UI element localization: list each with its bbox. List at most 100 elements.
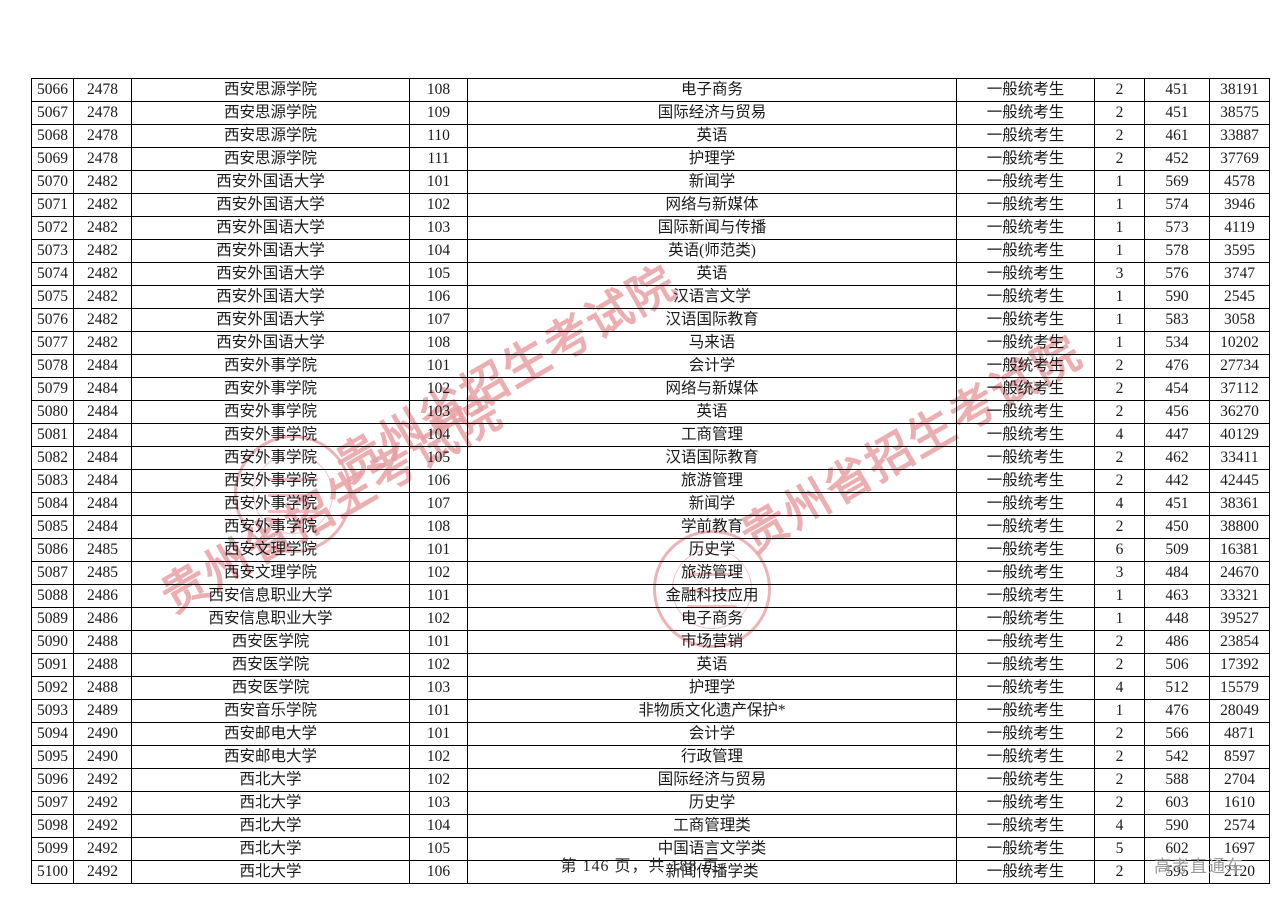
cell-score: 484: [1144, 561, 1210, 585]
cell-major: 新闻学: [467, 492, 957, 516]
cell-plan: 6: [1094, 538, 1145, 562]
cell-major-no: 104: [409, 239, 468, 263]
cell-score: 569: [1144, 170, 1210, 194]
cell-school: 西安外事学院: [131, 423, 410, 447]
cell-plan: 2: [1094, 469, 1145, 493]
cell-score: 590: [1144, 814, 1210, 838]
cell-rank: 23854: [1209, 630, 1270, 654]
cell-rank: 4871: [1209, 722, 1270, 746]
cell-type: 一般统考生: [956, 193, 1095, 217]
cell-code: 2478: [73, 147, 132, 171]
cell-rank: 2545: [1209, 285, 1270, 309]
cell-plan: 4: [1094, 423, 1145, 447]
cell-score: 461: [1144, 124, 1210, 148]
cell-score: 442: [1144, 469, 1210, 493]
cell-seq: 5071: [31, 193, 74, 217]
cell-plan: 2: [1094, 630, 1145, 654]
cell-major-no: 104: [409, 814, 468, 838]
table-row: 5069 2478 西安思源学院 111 护理学 一般统考生 2 452 37769: [31, 147, 1270, 171]
cell-type: 一般统考生: [956, 469, 1095, 493]
cell-score: 463: [1144, 584, 1210, 608]
cell-major-no: 102: [409, 768, 468, 792]
cell-rank: 2574: [1209, 814, 1270, 838]
cell-seq: 5084: [31, 492, 74, 516]
cell-rank: 17392: [1209, 653, 1270, 677]
cell-major: 新闻传播学类: [467, 860, 957, 884]
cell-major-no: 110: [409, 124, 468, 148]
cell-plan: 2: [1094, 653, 1145, 677]
cell-major: 工商管理: [467, 423, 957, 447]
table-row: 5077 2482 西安外国语大学 108 马来语 一般统考生 1 534 10202: [31, 331, 1270, 355]
cell-code: 2488: [73, 653, 132, 677]
cell-major-no: 102: [409, 745, 468, 769]
table-row: 5098 2492 西北大学 104 工商管理类 一般统考生 4 590 2574: [31, 814, 1270, 838]
cell-school: 西安思源学院: [131, 147, 410, 171]
cell-seq: 5100: [31, 860, 74, 884]
cell-score: 603: [1144, 791, 1210, 815]
cell-code: 2484: [73, 469, 132, 493]
cell-rank: 42445: [1209, 469, 1270, 493]
cell-major: 会计学: [467, 722, 957, 746]
cell-type: 一般统考生: [956, 216, 1095, 240]
cell-code: 2482: [73, 308, 132, 332]
cell-plan: 1: [1094, 170, 1145, 194]
cell-type: 一般统考生: [956, 814, 1095, 838]
cell-rank: 37112: [1209, 377, 1270, 401]
table-row: 5081 2484 西安外事学院 104 工商管理 一般统考生 4 447 40129: [31, 423, 1270, 447]
cell-code: 2482: [73, 262, 132, 286]
cell-school: 西安外国语大学: [131, 331, 410, 355]
cell-school: 西安外国语大学: [131, 262, 410, 286]
cell-type: 一般统考生: [956, 745, 1095, 769]
brand-watermark: 高考直通车: [1154, 857, 1244, 876]
table-row: 5089 2486 西安信息职业大学 102 电子商务 一般统考生 1 448 39527: [31, 607, 1270, 631]
cell-type: 一般统考生: [956, 653, 1095, 677]
cell-type: 一般统考生: [956, 285, 1095, 309]
cell-code: 2482: [73, 285, 132, 309]
cell-rank: 33411: [1209, 446, 1270, 470]
cell-code: 2492: [73, 860, 132, 884]
cell-type: 一般统考生: [956, 676, 1095, 700]
cell-plan: 1: [1094, 285, 1145, 309]
cell-school: 西安音乐学院: [131, 699, 410, 723]
table-row: 5100 2492 西北大学 106 新闻传播学类 一般统考生 2 595 2120: [31, 860, 1270, 884]
cell-major-no: 101: [409, 354, 468, 378]
cell-type: 一般统考生: [956, 124, 1095, 148]
cell-school: 西北大学: [131, 791, 410, 815]
cell-school: 西安外事学院: [131, 446, 410, 470]
cell-major-no: 101: [409, 584, 468, 608]
cell-rank: 4578: [1209, 170, 1270, 194]
cell-score: 566: [1144, 722, 1210, 746]
cell-major: 旅游管理: [467, 469, 957, 493]
cell-major-no: 103: [409, 791, 468, 815]
cell-rank: 33321: [1209, 584, 1270, 608]
cell-major-no: 105: [409, 262, 468, 286]
table-row: 5066 2478 西安思源学院 108 电子商务 一般统考生 2 451 38191: [31, 78, 1270, 102]
cell-type: 一般统考生: [956, 607, 1095, 631]
cell-major: 学前教育: [467, 515, 957, 539]
cell-major-no: 103: [409, 676, 468, 700]
table-row: 5079 2484 西安外事学院 102 网络与新媒体 一般统考生 2 454 37112: [31, 377, 1270, 401]
table-row: 5071 2482 西安外国语大学 102 网络与新媒体 一般统考生 1 574 3946: [31, 193, 1270, 217]
cell-code: 2488: [73, 630, 132, 654]
cell-major: 会计学: [467, 354, 957, 378]
cell-school: 西安信息职业大学: [131, 584, 410, 608]
table-row: 5092 2488 西安医学院 103 护理学 一般统考生 4 512 15579: [31, 676, 1270, 700]
cell-school: 西安文理学院: [131, 561, 410, 585]
cell-school: 西北大学: [131, 860, 410, 884]
cell-code: 2488: [73, 676, 132, 700]
table-row: 5073 2482 西安外国语大学 104 英语(师范类) 一般统考生 1 578 3595: [31, 239, 1270, 263]
cell-score: 450: [1144, 515, 1210, 539]
cell-major: 电子商务: [467, 607, 957, 631]
cell-seq: 5082: [31, 446, 74, 470]
cell-type: 一般统考生: [956, 561, 1095, 585]
cell-major: 网络与新媒体: [467, 377, 957, 401]
cell-plan: 1: [1094, 699, 1145, 723]
cell-school: 西安外国语大学: [131, 170, 410, 194]
cell-seq: 5066: [31, 78, 74, 102]
table-row: 5084 2484 西安外事学院 107 新闻学 一般统考生 4 451 38361: [31, 492, 1270, 516]
cell-plan: 2: [1094, 377, 1145, 401]
cell-seq: 5075: [31, 285, 74, 309]
cell-score: 456: [1144, 400, 1210, 424]
cell-type: 一般统考生: [956, 354, 1095, 378]
cell-score: 476: [1144, 699, 1210, 723]
